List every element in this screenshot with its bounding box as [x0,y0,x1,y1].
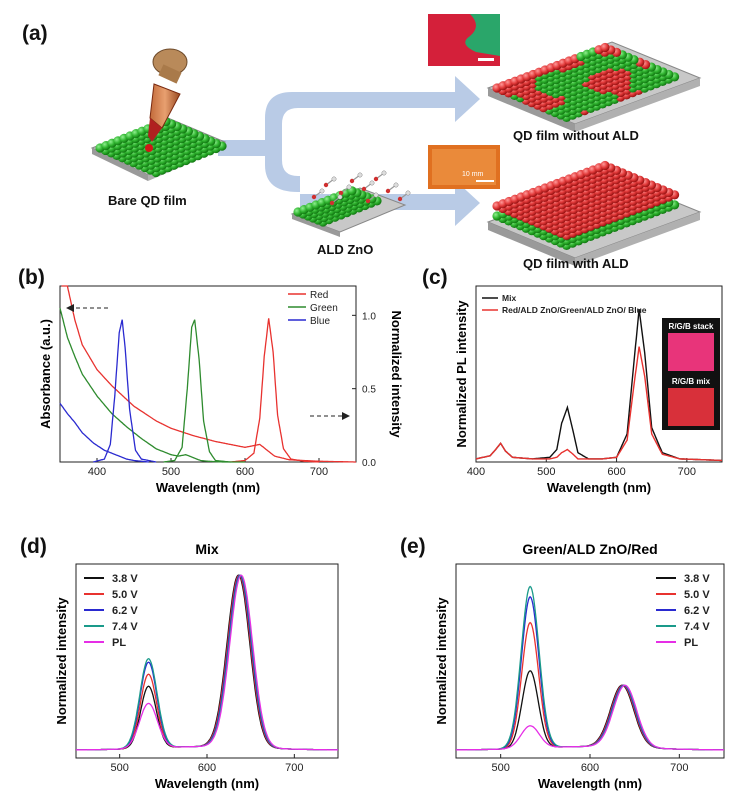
x-tick-label: 700 [678,466,696,478]
film-with-ald [486,160,702,266]
series-line [475,346,722,462]
legend-label: Red [310,290,328,301]
x-tick-label: 700 [285,762,303,774]
legend-label: 3.8 V [684,573,710,585]
legend-label: 7.4 V [112,621,138,633]
chart-c: 400 500 600 700 Wavelength (nm) Normalized PL… [454,285,723,495]
legend-label: 5.0 V [112,589,138,601]
legend-label: Mix [502,293,516,303]
series-blue-pl [93,319,157,463]
series-green-absorbance [59,307,245,463]
series-5-0-v [76,574,338,751]
ald-caption: ALD ZnO [317,242,374,257]
x-axis-label: Wavelength (nm) [155,776,259,791]
series-6-2-v [456,595,724,751]
x-tick-label: 500 [162,466,180,478]
x-tick-label: 400 [88,466,106,478]
arrow-right-head [342,412,350,420]
y-axis-label: Normalized intensity [434,597,449,725]
legend-label: Green [310,303,338,314]
y-axis-right-label: Normalized intensity [389,310,404,438]
arrow-left-head [66,304,74,312]
chart-title: Mix [195,541,219,557]
photo-without-ald [428,14,500,66]
panel-b-label: (b) [18,266,45,289]
dropper-icon [145,48,188,152]
x-tick-label: 700 [310,466,328,478]
series-3-8-v [76,574,338,751]
photo-with-ald: 10 mm [428,145,500,189]
panel-d-label: (d) [20,535,47,558]
panel-c-label: (c) [422,266,448,289]
series-pl [456,684,724,751]
x-tick-label: 600 [236,466,254,478]
x-tick-label: 600 [198,762,216,774]
legend-label: 6.2 V [684,605,710,617]
y-axis-label: Normalized PL intensity [454,300,469,448]
series-red-absorbance [61,285,356,463]
x-tick-label: 600 [581,762,599,774]
ald-zno-film [290,170,411,237]
inset-stack-label: R/G/B stack [669,322,714,331]
plot-frame [475,285,723,463]
series-3-8-v [456,670,724,751]
series-blue-absorbance [59,402,149,463]
legend-label: 7.4 V [684,621,710,633]
y-tick-label: 0.5 [362,385,376,396]
x-axis-label: Wavelength (nm) [538,776,642,791]
film-without-ald [486,41,702,132]
scale-bar-label: 10 mm [462,171,484,178]
with-ald-caption: QD film with ALD [523,256,629,271]
legend-label: PL [684,637,698,649]
x-tick-label: 500 [491,762,509,774]
chart-d: 500 600 700 Mix Wavelength (nm) Normalized in… [54,541,339,791]
bare-qd-film [90,117,227,181]
y-tick-label: 1.0 [362,311,376,322]
panel-a-label: (a) [22,22,48,45]
plot-frame [59,285,357,463]
without-ald-caption: QD film without ALD [513,128,639,143]
legend-label: 3.8 V [112,573,138,585]
inset-photos: R/G/B stack R/G/B mix [662,318,720,430]
x-axis-label: Wavelength (nm) [156,480,260,495]
x-tick-label: 700 [670,762,688,774]
y-axis-label: Normalized intensity [54,597,69,725]
x-tick-label: 600 [607,466,625,478]
bare-film-caption: Bare QD film [108,193,187,208]
y-axis-label: Absorbance (a.u.) [38,319,53,429]
x-tick-label: 400 [467,466,485,478]
chart-title: Green/ALD ZnO/Red [522,541,657,557]
legend-label: Red/ALD ZnO/Green/ALD ZnO/ Blue [502,305,647,315]
series-7-4-v [76,574,338,751]
y-tick-label: 0.0 [362,458,376,469]
legend-label: 6.2 V [112,605,138,617]
x-axis-label: Wavelength (nm) [547,480,651,495]
series-red-pl [230,318,319,463]
legend-label: 5.0 V [684,589,710,601]
legend-label: Blue [310,316,330,327]
chart-e: 500 600 700 Green/ALD ZnO/Red Wavelength (nm… [434,541,725,791]
panel-e-label: (e) [400,535,426,558]
inset-mix-label: R/G/B mix [672,377,711,386]
series-green-pl [163,319,231,463]
x-tick-label: 500 [110,762,128,774]
legend-label: PL [112,637,126,649]
chart-b: 400 500 600 700 0.0 0.5 1.0 Wavelength (nm) Abso… [38,285,404,495]
x-tick-label: 500 [537,466,555,478]
series-6-2-v [76,574,338,751]
series-pl [76,574,338,751]
